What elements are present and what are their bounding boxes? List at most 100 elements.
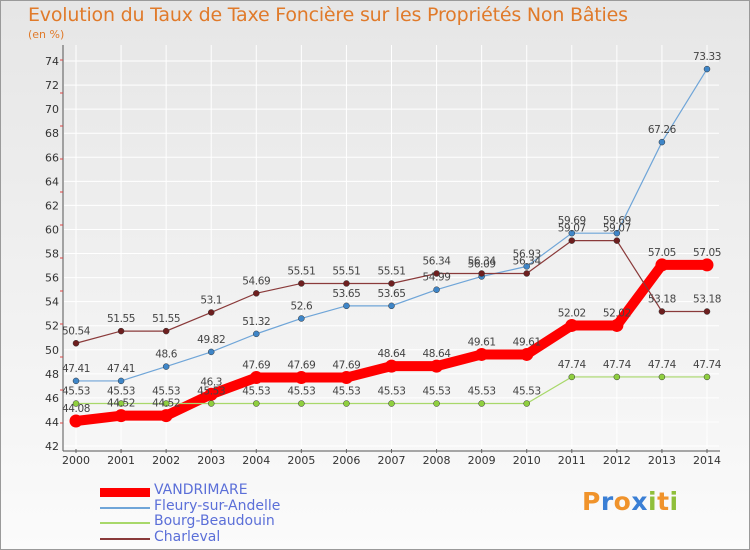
logo-letter: o (613, 487, 632, 516)
x-tick-label: 2013 (648, 454, 676, 467)
series-point-vandrimare (520, 347, 534, 361)
series-point-charleval (433, 270, 440, 277)
data-label-bourg-beaudouin: 45.53 (152, 386, 180, 398)
y-tick-label: 68 (45, 127, 59, 140)
data-label-charleval: 53.18 (648, 293, 676, 305)
data-label-vandrimare: 47.69 (287, 360, 315, 372)
data-label-fleury-sur-andelle: 49.82 (197, 334, 225, 346)
series-point-bourg-beaudouin (343, 400, 350, 407)
data-label-vandrimare: 49.61 (513, 336, 541, 348)
proxiti-logo: Proxiti (582, 487, 679, 516)
series-point-charleval (343, 280, 350, 287)
series-point-bourg-beaudouin (253, 400, 260, 407)
series-point-vandrimare (294, 371, 308, 385)
y-tick-label: 44 (45, 416, 59, 429)
x-tick-label: 2003 (197, 454, 225, 467)
x-tick-label: 2004 (242, 454, 270, 467)
data-label-vandrimare: 47.69 (242, 360, 270, 372)
y-tick-label: 42 (45, 440, 59, 453)
x-tick-label: 2011 (558, 454, 586, 467)
series-point-charleval (478, 270, 485, 277)
y-tick-label: 46 (45, 392, 59, 405)
data-label-bourg-beaudouin: 45.53 (332, 386, 360, 398)
y-tick-label: 52 (45, 320, 59, 333)
data-label-charleval: 59.07 (558, 223, 586, 235)
data-label-bourg-beaudouin: 45.53 (107, 386, 135, 398)
data-label-vandrimare: 44.52 (152, 398, 180, 410)
data-label-vandrimare: 52.02 (558, 307, 586, 319)
x-tick-label: 2002 (152, 454, 180, 467)
data-label-vandrimare: 44.52 (107, 398, 135, 410)
data-label-charleval: 54.69 (242, 275, 270, 287)
series-point-charleval (117, 327, 125, 335)
chart-title: Evolution du Taux de Taxe Foncière sur l… (28, 4, 628, 26)
series-point-vandrimare (565, 318, 579, 332)
series-point-charleval (253, 290, 260, 297)
data-label-bourg-beaudouin: 47.74 (648, 359, 677, 371)
logo-letter: i (669, 487, 679, 516)
data-label-fleury-sur-andelle: 48.6 (155, 349, 177, 361)
series-point-charleval (613, 237, 621, 244)
series-point-vandrimare (610, 318, 624, 332)
data-label-fleury-sur-andelle: 47.41 (62, 363, 90, 375)
series-point-bourg-beaudouin (613, 373, 621, 381)
series-point-vandrimare (385, 359, 398, 373)
data-label-charleval: 55.51 (332, 265, 360, 277)
data-label-bourg-beaudouin: 45.53 (197, 386, 225, 398)
series-point-charleval (703, 308, 711, 315)
logo-letter: t (657, 487, 670, 516)
axis-layer: 42 44 46 48 50 52 54 56 58 60 62 64 66 68 70 72 74 2000 20… (45, 45, 721, 467)
series-point-vandrimare (69, 414, 83, 428)
data-label-bourg-beaudouin: 47.74 (603, 359, 632, 371)
data-label-bourg-beaudouin: 47.74 (693, 359, 722, 371)
data-label-charleval: 56.34 (423, 255, 452, 267)
data-label-charleval: 53.18 (693, 293, 721, 305)
series-point-bourg-beaudouin (433, 400, 440, 407)
data-label-bourg-beaudouin: 45.53 (287, 386, 315, 398)
series-point-vandrimare (655, 258, 669, 272)
data-label-charleval: 51.55 (107, 313, 135, 325)
x-tick-label: 2014 (693, 454, 721, 467)
logo-letter: r (600, 487, 614, 516)
y-tick-label: 60 (45, 223, 59, 236)
series-point-charleval (72, 340, 80, 347)
series-point-fleury-sur-andelle (207, 348, 215, 356)
data-label-vandrimare: 48.64 (377, 348, 406, 360)
data-label-bourg-beaudouin: 47.74 (558, 359, 587, 371)
data-label-vandrimare: 57.05 (648, 247, 676, 259)
data-label-charleval: 53.1 (200, 294, 222, 306)
data-label-fleury-sur-andelle: 47.41 (107, 363, 135, 375)
series-point-fleury-sur-andelle (72, 377, 80, 385)
legend-swatch-charleval (100, 538, 150, 540)
y-tick-label: 74 (45, 55, 59, 68)
y-tick-label: 58 (45, 248, 59, 261)
data-label-fleury-sur-andelle: 73.33 (693, 51, 721, 63)
y-tick-label: 50 (45, 344, 59, 357)
series-point-fleury-sur-andelle (253, 330, 260, 338)
series-point-fleury-sur-andelle (298, 315, 305, 322)
series-point-charleval (298, 280, 305, 287)
data-label-charleval: 56.34 (513, 255, 542, 267)
legend-swatch-fleury (100, 507, 150, 509)
series-point-bourg-beaudouin (658, 373, 666, 381)
series-point-fleury-sur-andelle (343, 302, 350, 310)
series-point-fleury-sur-andelle (658, 138, 666, 146)
data-label-charleval: 51.55 (152, 313, 180, 325)
legend-label-bourg: Bourg-Beaudouin (154, 513, 275, 529)
legend-swatch-vandrimare (100, 488, 150, 497)
legend-label-fleury: Fleury-sur-Andelle (154, 498, 281, 514)
series-point-vandrimare (700, 258, 714, 272)
x-tick-label: 2000 (62, 454, 90, 467)
y-tick-label: 56 (45, 272, 59, 285)
series-point-vandrimare (430, 359, 444, 373)
series-point-bourg-beaudouin (568, 373, 576, 381)
y-tick-label: 72 (45, 79, 59, 92)
logo-letter: x (631, 487, 648, 516)
x-tick-label: 2006 (332, 454, 360, 467)
series-point-fleury-sur-andelle (388, 302, 395, 310)
series-point-bourg-beaudouin (117, 400, 125, 407)
data-label-bourg-beaudouin: 45.53 (377, 386, 405, 398)
series-point-fleury-sur-andelle (523, 263, 530, 270)
y-tick-label: 62 (45, 199, 59, 212)
y-tick-label: 70 (45, 103, 59, 116)
